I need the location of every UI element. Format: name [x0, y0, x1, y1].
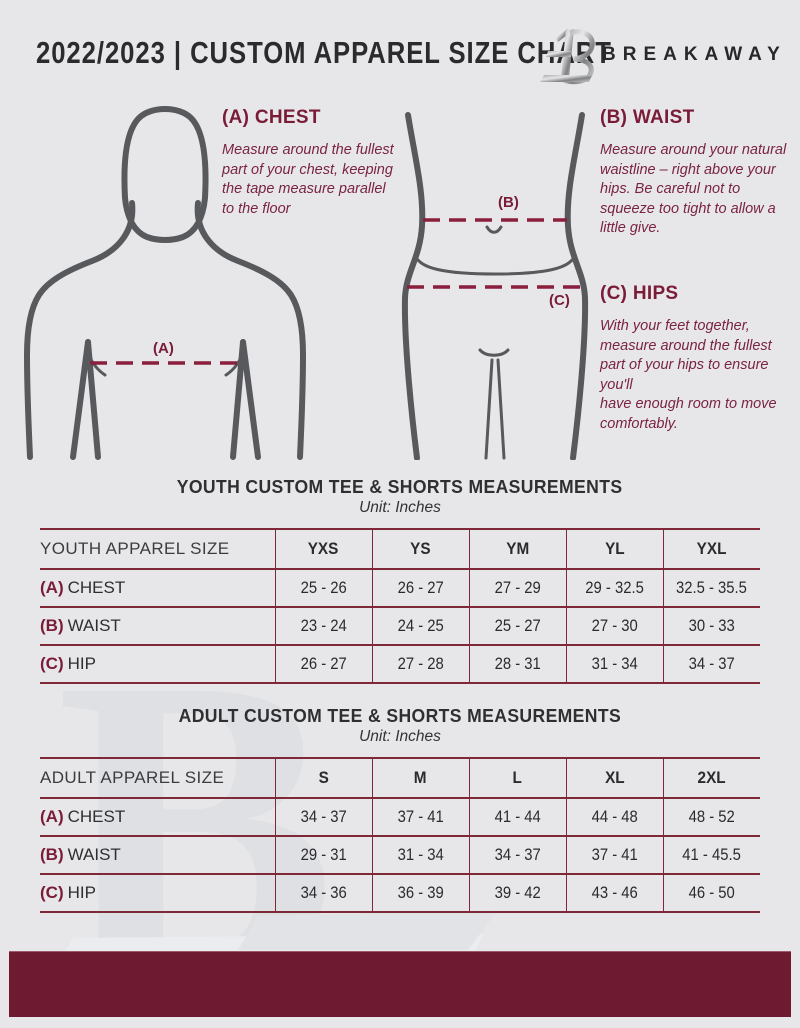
waist-guide-heading: (B) WAIST	[600, 107, 695, 128]
cell-value: 39 - 42	[494, 883, 541, 902]
table-row: (B) WAIST 29 - 31 31 - 34 34 - 37 37 - 41…	[40, 836, 760, 874]
row-label: CHEST	[67, 578, 126, 597]
row-key: (C)	[40, 883, 64, 902]
hips-guide-text: With your feet together, measure around …	[600, 318, 777, 432]
cell-value: 28 - 31	[494, 654, 541, 673]
size-header-l: L	[468, 758, 566, 798]
table-row: (C) HIP 34 - 36 36 - 39 39 - 42 43 - 46 4…	[40, 874, 760, 912]
table-row: (B) WAIST 23 - 24 24 - 25 25 - 27 27 - 30…	[40, 607, 760, 645]
youth-size-table: YOUTH APPAREL SIZE YXS YS YM YL YXL (A) C…	[40, 528, 760, 684]
chest-marker-label: (A)	[153, 340, 174, 357]
size-header-2xl: 2XL	[662, 758, 760, 798]
cell-value: 36 - 39	[397, 883, 444, 902]
breakaway-logo-icon	[540, 29, 595, 85]
hips-guide: (C) HIPS With your feet together, measur…	[600, 283, 798, 434]
cell-value: 23 - 24	[300, 616, 347, 635]
cell-value: 31 - 34	[591, 654, 638, 673]
cell-value: 30 - 33	[688, 616, 735, 635]
row-label: WAIST	[67, 616, 121, 635]
cell-value: 29 - 32.5	[585, 578, 644, 597]
youth-table-unit: Unit: Inches	[359, 499, 441, 516]
adult-table-header-row: ADULT APPAREL SIZE S M L XL 2XL	[40, 758, 760, 798]
cell-value: 29 - 31	[300, 845, 347, 864]
adult-size-column-header: ADULT APPAREL SIZE	[40, 768, 225, 787]
row-label: CHEST	[67, 807, 126, 826]
cell-value: 43 - 46	[591, 883, 638, 902]
size-header-yxl: YXL	[662, 529, 760, 569]
footer-bar	[9, 951, 791, 1017]
cell-value: 34 - 37	[688, 654, 735, 673]
size-header-m: M	[371, 758, 469, 798]
cell-value: 41 - 44	[494, 807, 541, 826]
row-key: (B)	[40, 845, 64, 864]
chest-guide-heading: (A) CHEST	[222, 107, 321, 128]
chest-guide-text: Measure around the fullest part of your …	[222, 142, 394, 217]
cell-value: 25 - 27	[494, 616, 541, 635]
row-key: (A)	[40, 578, 64, 597]
youth-table-title: YOUTH CUSTOM TEE & SHORTS MEASUREMENTS	[177, 476, 623, 497]
row-key: (C)	[40, 654, 64, 673]
size-header-ys: YS	[371, 529, 469, 569]
size-header-xl: XL	[565, 758, 663, 798]
torso-diagram	[22, 103, 322, 465]
waist-marker-label: (B)	[498, 194, 519, 211]
cell-value: 27 - 30	[591, 616, 638, 635]
cell-value: 32.5 - 35.5	[676, 578, 748, 597]
cell-value: 34 - 37	[300, 807, 347, 826]
hips-marker-label: (C)	[549, 292, 570, 309]
cell-value: 25 - 26	[300, 578, 347, 597]
cell-value: 26 - 27	[300, 654, 347, 673]
hips-guide-heading: (C) HIPS	[600, 283, 679, 304]
cell-value: 46 - 50	[688, 883, 735, 902]
cell-value: 44 - 48	[591, 807, 638, 826]
chest-guide: (A) CHEST Measure around the fullest par…	[222, 107, 400, 219]
cell-value: 27 - 28	[397, 654, 444, 673]
cell-value: 27 - 29	[494, 578, 541, 597]
row-label: HIP	[67, 654, 96, 673]
hips-diagram	[398, 110, 592, 465]
cell-value: 24 - 25	[397, 616, 444, 635]
waist-guide-text: Measure around your natural waistline – …	[600, 142, 787, 236]
adult-size-table: ADULT APPAREL SIZE S M L XL 2XL (A) CHEST…	[40, 757, 760, 913]
cell-value: 37 - 41	[397, 807, 444, 826]
table-row: (C) HIP 26 - 27 27 - 28 28 - 31 31 - 34 3…	[40, 645, 760, 683]
size-header-yxs: YXS	[274, 529, 372, 569]
adult-table-unit: Unit: Inches	[359, 728, 441, 745]
waist-guide: (B) WAIST Measure around your natural wa…	[600, 107, 792, 239]
table-row: (A) CHEST 25 - 26 26 - 27 27 - 29 29 - 32…	[40, 569, 760, 607]
table-row: (A) CHEST 34 - 37 37 - 41 41 - 44 44 - 48…	[40, 798, 760, 836]
youth-table-header-row: YOUTH APPAREL SIZE YXS YS YM YL YXL	[40, 529, 760, 569]
cell-value: 48 - 52	[688, 807, 735, 826]
adult-table-title: ADULT CUSTOM TEE & SHORTS MEASUREMENTS	[178, 705, 622, 726]
cell-value: 31 - 34	[397, 845, 444, 864]
page-title: 2022/2023 | CUSTOM APPAREL SIZE CHART	[36, 36, 612, 70]
size-header-ym: YM	[468, 529, 566, 569]
row-label: HIP	[67, 883, 96, 902]
row-label: WAIST	[67, 845, 121, 864]
size-header-s: S	[274, 758, 372, 798]
row-key: (B)	[40, 616, 64, 635]
cell-value: 34 - 37	[494, 845, 541, 864]
size-header-yl: YL	[565, 529, 663, 569]
row-key: (A)	[40, 807, 64, 826]
youth-size-column-header: YOUTH APPAREL SIZE	[40, 539, 230, 558]
cell-value: 37 - 41	[591, 845, 638, 864]
cell-value: 34 - 36	[300, 883, 347, 902]
brand-name: BREAKAWAY	[602, 44, 787, 65]
cell-value: 26 - 27	[397, 578, 444, 597]
cell-value: 41 - 45.5	[682, 845, 742, 864]
